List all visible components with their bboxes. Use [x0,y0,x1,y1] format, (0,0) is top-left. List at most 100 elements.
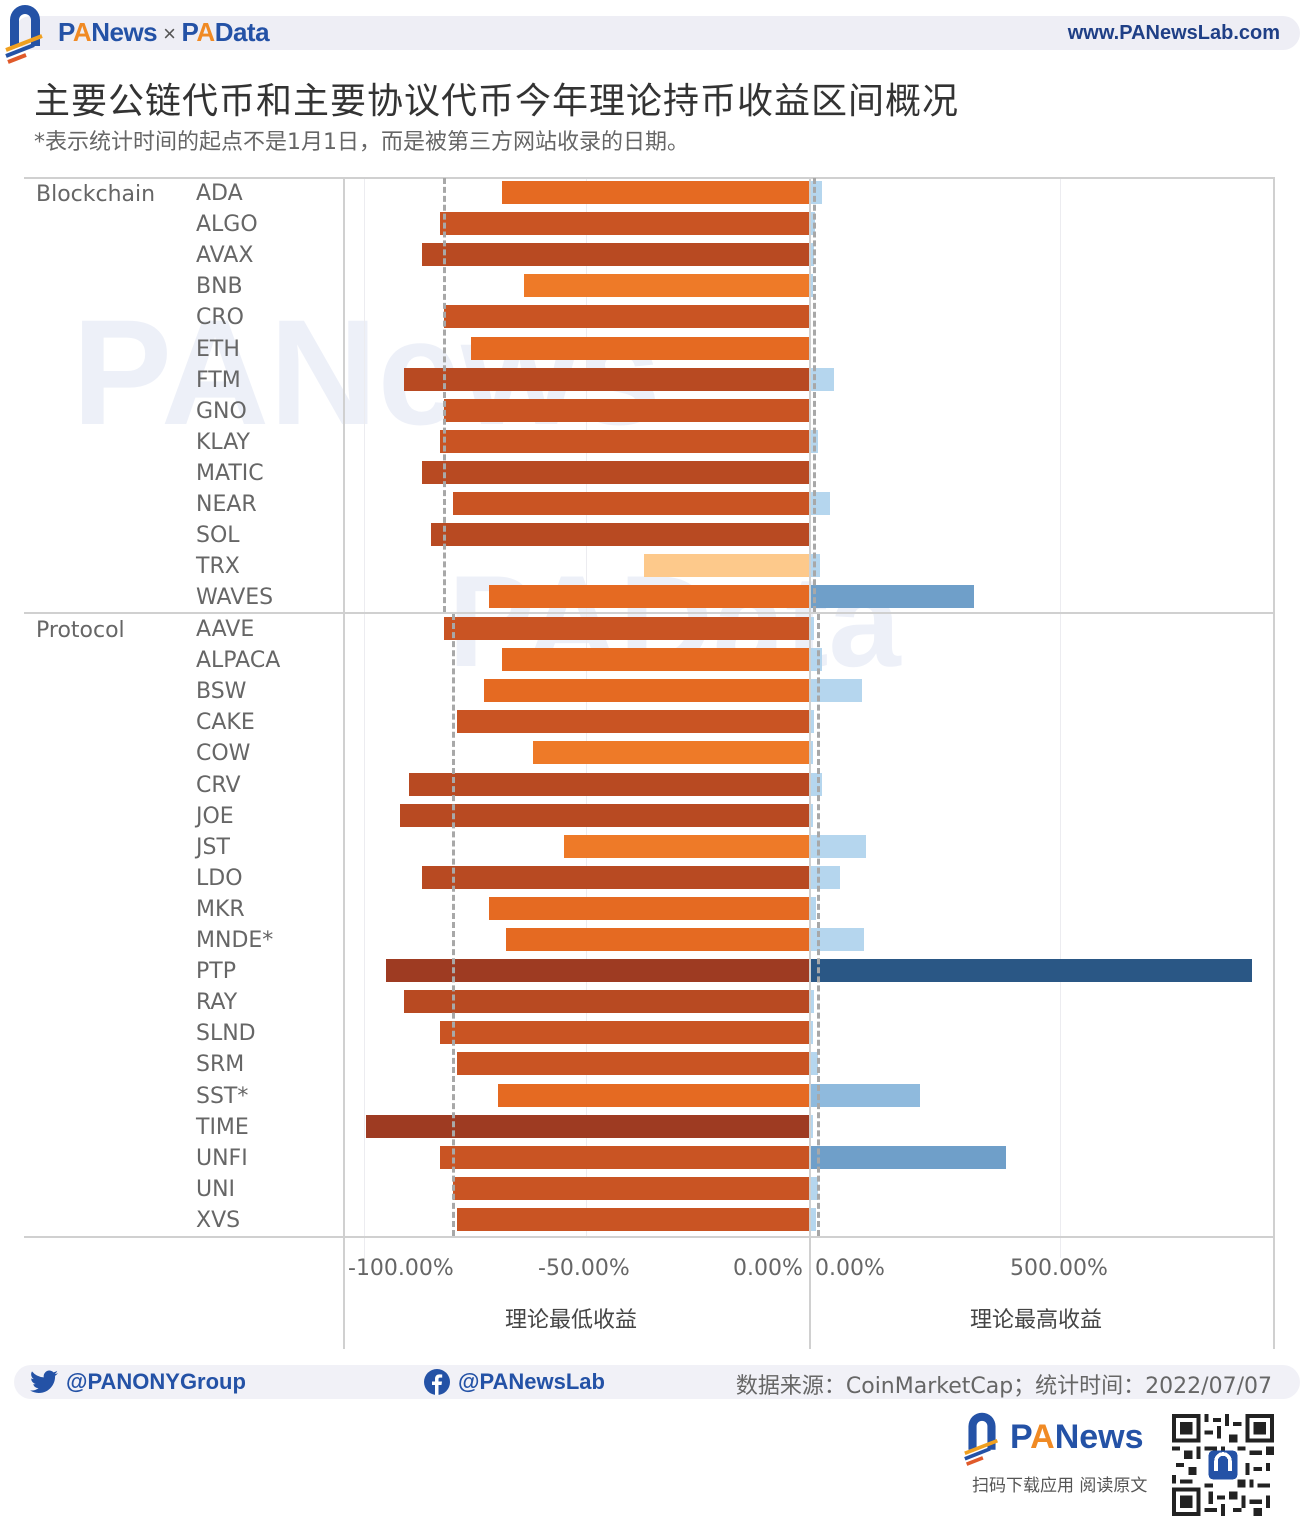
panews-footer-logo-icon [964,1412,999,1466]
twitter-handle[interactable]: @PANONYGroup [30,1369,246,1395]
min-return-bar[interactable] [366,1115,809,1138]
min-return-bar[interactable] [506,928,809,951]
qr-code-icon[interactable] [1172,1414,1274,1516]
token-label: KLAY [196,430,250,455]
min-return-bar[interactable] [564,835,809,858]
min-return-bar[interactable] [484,679,809,702]
min-return-bar[interactable] [533,741,809,764]
group-label-blockchain: Blockchain [36,182,156,207]
min-return-bar[interactable] [408,773,809,796]
token-label: UNI [196,1177,236,1202]
min-return-bar[interactable] [430,523,809,546]
brand-title: PANews × PAData [58,17,270,48]
token-label: ADA [196,181,243,206]
min-return-bar[interactable] [439,1146,809,1169]
min-return-bar[interactable] [470,337,809,360]
max-return-bar[interactable] [811,741,813,764]
token-label: MNDE* [196,928,274,953]
max-return-bar[interactable] [811,897,816,920]
min-return-bar[interactable] [457,1052,809,1075]
max-average-reference-line [816,614,820,1236]
max-return-bar[interactable] [811,1052,818,1075]
zero-axis-divider [809,177,811,1349]
max-return-bar[interactable] [811,368,834,391]
min-return-bar[interactable] [488,897,809,920]
token-label: MATIC [196,461,264,486]
token-label: COW [196,741,251,766]
max-return-bar[interactable] [811,1021,813,1044]
min-return-bar[interactable] [453,492,809,515]
token-label: WAVES [196,585,274,610]
website-link[interactable]: www.PANewsLab.com [1067,22,1280,44]
max-return-bar[interactable] [811,1115,813,1138]
twitter-handle-text: @PANONYGroup [66,1369,246,1394]
max-return-bar[interactable] [811,1177,818,1200]
min-return-bar[interactable] [444,305,809,328]
max-return-bar[interactable] [811,959,1252,982]
bottom-border [24,1236,1275,1238]
min-return-bar[interactable] [439,430,809,453]
max-return-bar[interactable] [811,648,822,671]
token-label: RAY [196,990,238,1015]
min-return-bar[interactable] [399,804,809,827]
min-return-bar[interactable] [524,274,809,297]
max-return-bar[interactable] [811,181,822,204]
max-return-bar[interactable] [811,1146,1007,1169]
max-return-bar[interactable] [811,679,862,702]
max-return-bar[interactable] [811,243,814,266]
facebook-handle-text: @PANewsLab [458,1369,605,1394]
min-return-bar[interactable] [444,399,809,422]
tick-zero-right: 0.00% [815,1256,885,1281]
chart-subtitle: *表示统计时间的起点不是1月1日，而是被第三方网站收录的日期。 [34,130,689,155]
min-return-bar[interactable] [501,648,809,671]
min-return-bar[interactable] [421,461,809,484]
max-return-bar[interactable] [811,710,814,733]
tick-minus50: -50.00% [538,1256,630,1281]
min-return-bar[interactable] [404,368,809,391]
min-return-bar[interactable] [421,243,809,266]
min-return-bar[interactable] [439,1021,809,1044]
chart-title: 主要公链代币和主要协议代币今年理论持币收益区间概况 [34,81,960,122]
token-label: FTM [196,368,241,393]
min-return-bar[interactable] [457,710,809,733]
min-return-bar[interactable] [488,585,809,608]
max-return-bar[interactable] [811,1208,816,1231]
min-return-bar[interactable] [404,990,809,1013]
min-return-bar[interactable] [501,181,809,204]
min-return-bar[interactable] [421,866,809,889]
token-label: ETH [196,337,240,362]
min-return-bar[interactable] [386,959,809,982]
twitter-icon [30,1370,58,1393]
max-return-bar[interactable] [811,928,864,951]
label-panel-divider [343,177,345,1349]
max-return-bar[interactable] [811,617,814,640]
max-return-bar[interactable] [811,1084,921,1107]
min-return-bar[interactable] [439,212,809,235]
max-return-bar[interactable] [811,773,822,796]
min-return-bar[interactable] [644,554,809,577]
token-label: SOL [196,523,240,548]
token-label: SST* [196,1084,249,1109]
max-return-bar[interactable] [811,866,840,889]
tick-minus100: -100.00% [348,1256,454,1281]
footer-brand: PANews [1010,1418,1144,1456]
diverging-bar-chart: PANews PAData Blockchain Protocol ADAALG… [24,177,1275,1349]
max-return-bar[interactable] [811,804,813,827]
min-return-bar[interactable] [444,617,809,640]
token-label: CRO [196,305,244,330]
top-border [24,177,1275,179]
token-label: NEAR [196,492,257,517]
right-border [1273,177,1275,1349]
token-label: JOE [196,804,234,829]
tick-zero-left: 0.00% [733,1256,803,1281]
token-label: PTP [196,959,236,984]
max-return-bar[interactable] [811,835,866,858]
min-return-bar[interactable] [457,1208,809,1231]
max-return-bar[interactable] [811,274,813,297]
min-return-bar[interactable] [453,1177,809,1200]
max-return-bar[interactable] [811,990,814,1013]
max-return-bar[interactable] [811,585,974,608]
facebook-handle[interactable]: @PANewsLab [424,1369,605,1395]
panews-logo-icon [5,5,43,64]
min-return-bar[interactable] [497,1084,809,1107]
